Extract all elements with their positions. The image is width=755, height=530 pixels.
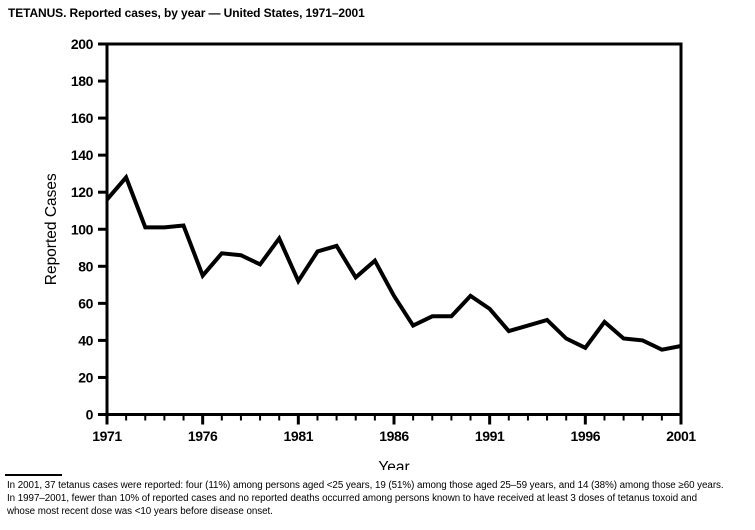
y-tick-label: 0: [86, 407, 94, 423]
footnote-line: In 1997–2001, fewer than 10% of reported…: [7, 493, 697, 504]
x-tick-label: 1991: [475, 428, 505, 444]
x-tick-label: 1976: [188, 428, 218, 444]
y-tick-label: 140: [71, 147, 94, 163]
footnote-line: In 2001, 37 tetanus cases were reported:…: [7, 480, 724, 491]
plot-frame: [105, 42, 683, 416]
x-tick-label: 1986: [379, 428, 409, 444]
x-tick-label: 1996: [571, 428, 601, 444]
y-tick-label: 160: [71, 110, 94, 126]
x-tick-label: 1971: [92, 428, 122, 444]
chart-title: TETANUS. Reported cases, by year — Unite…: [8, 6, 365, 20]
y-tick-label: 80: [78, 258, 93, 274]
x-tick-label: 1981: [284, 428, 314, 444]
y-tick-label: 120: [71, 184, 94, 200]
line-chart: 0 20 40 60 80 100 120 140 160 180 200 1971 1976 1981 1…: [43, 36, 697, 470]
data-series-line: [105, 173, 682, 352]
x-tick-label: 2001: [666, 428, 696, 444]
y-tick-label: 100: [71, 221, 94, 237]
y-tick-label: 60: [78, 295, 93, 311]
footnote-line: whose most recent dose was <10 years bef…: [7, 506, 273, 517]
y-axis-title: Reported Cases: [43, 173, 60, 285]
footnote-rule: [5, 474, 62, 476]
y-tick-label: 180: [71, 73, 94, 89]
x-axis-title: Year: [378, 459, 409, 470]
y-tick-label: 200: [71, 36, 94, 52]
footnote: In 2001, 37 tetanus cases were reported:…: [7, 479, 755, 518]
y-tick-label: 40: [78, 332, 93, 348]
y-tick-label: 20: [78, 369, 93, 385]
